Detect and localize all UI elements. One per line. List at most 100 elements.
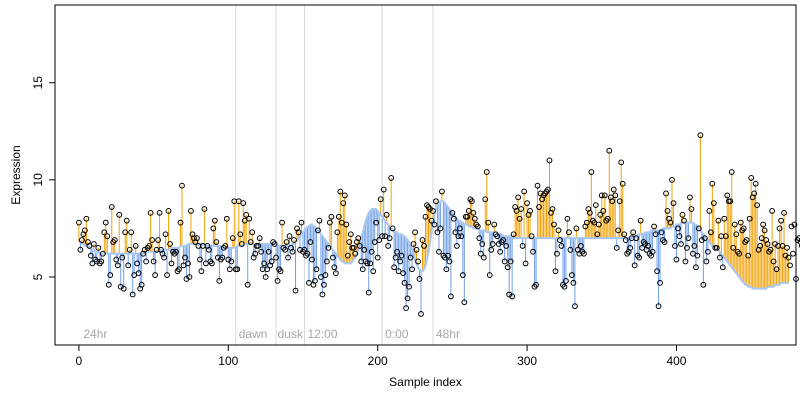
data-point (188, 208, 194, 214)
data-point (258, 248, 265, 255)
data-point (210, 225, 217, 232)
data-point (365, 289, 372, 296)
data-point (397, 258, 404, 265)
data-point (678, 241, 684, 247)
data-point (491, 221, 498, 228)
data-point (186, 274, 193, 280)
data-point (716, 254, 723, 261)
data-point (282, 246, 288, 253)
data-point (637, 217, 644, 224)
data-point (194, 235, 200, 242)
data-point (265, 248, 272, 255)
data-point (138, 281, 145, 288)
data-point (504, 264, 511, 271)
data-point (367, 260, 374, 267)
data-point (370, 268, 377, 275)
data-point (149, 237, 156, 243)
data-point (111, 237, 118, 243)
data-point (733, 231, 740, 238)
data-point (488, 246, 495, 253)
data-point (312, 277, 318, 284)
data-point (374, 254, 381, 261)
data-point (450, 215, 457, 222)
data-point (695, 225, 702, 232)
data-point (770, 258, 777, 265)
data-point (433, 198, 439, 205)
data-point (649, 248, 656, 255)
data-point (737, 219, 744, 226)
data-point (745, 252, 752, 259)
data-point (518, 206, 525, 212)
timepoint-annotation: dawn (239, 327, 268, 341)
data-point (211, 217, 218, 224)
data-point (167, 241, 173, 247)
data-point (95, 244, 102, 251)
deviation-stems (78, 135, 790, 314)
data-point (577, 243, 584, 249)
data-point (767, 246, 774, 253)
data-point (90, 241, 97, 247)
data-point (201, 206, 208, 212)
data-point (364, 260, 371, 267)
data-point (784, 244, 790, 251)
data-point (510, 231, 517, 238)
data-point (687, 194, 693, 201)
data-point (459, 272, 466, 278)
data-point (536, 204, 542, 210)
data-point (785, 254, 792, 261)
data-point (480, 254, 487, 261)
data-point (179, 182, 185, 189)
data-point (385, 243, 392, 249)
data-point (335, 213, 342, 220)
data-point (129, 291, 136, 298)
data-point (331, 264, 338, 271)
data-point (684, 244, 690, 251)
data-point (298, 219, 305, 226)
data-point (104, 233, 111, 240)
data-point (751, 190, 758, 197)
data-point (530, 248, 536, 255)
data-point (83, 215, 90, 222)
data-point (108, 204, 115, 210)
data-point (416, 276, 423, 282)
data-point (485, 219, 492, 226)
data-point (394, 248, 401, 255)
data-point (401, 279, 408, 286)
data-point (558, 243, 565, 249)
data-point (612, 192, 619, 199)
data-point (627, 244, 634, 251)
data-point (152, 272, 158, 278)
data-point (243, 211, 250, 218)
data-point (361, 246, 368, 253)
data-point (633, 235, 640, 242)
data-point (255, 243, 262, 249)
data-point (352, 250, 359, 257)
data-point (616, 198, 623, 205)
data-point (567, 246, 574, 253)
data-point (586, 209, 593, 216)
x-axis-label: Sample index (389, 375, 462, 389)
data-point (468, 198, 475, 205)
data-point (134, 260, 141, 267)
data-point (122, 229, 129, 236)
data-point (449, 209, 456, 216)
data-point (657, 279, 663, 286)
data-point (238, 241, 245, 247)
data-point (177, 219, 184, 226)
data-point (340, 200, 347, 207)
data-point (552, 268, 559, 275)
data-point (406, 283, 412, 290)
data-point (761, 227, 768, 234)
data-point (694, 252, 701, 259)
data-point (489, 241, 496, 247)
data-point (706, 208, 713, 214)
data-point (486, 272, 493, 278)
data-point (418, 311, 424, 317)
data-point (279, 219, 285, 226)
data-point (413, 246, 420, 253)
data-point (501, 258, 508, 265)
data-point (651, 223, 657, 230)
data-point (431, 221, 438, 228)
data-point (522, 260, 529, 267)
data-point (752, 180, 759, 187)
